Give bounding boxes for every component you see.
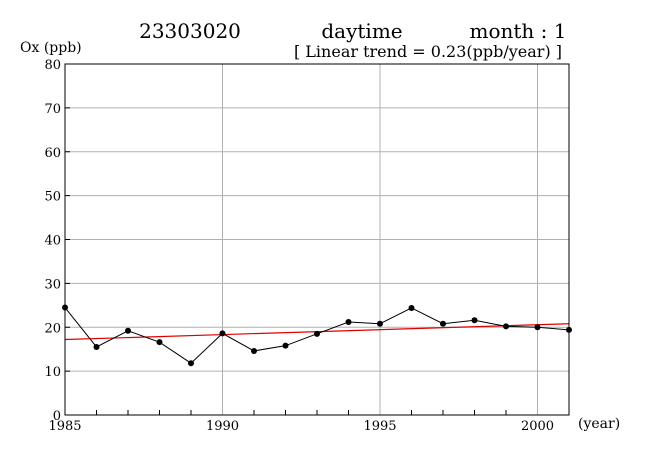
data-point — [251, 347, 257, 354]
data-point — [471, 317, 478, 324]
y-tick-label: 40 — [44, 234, 61, 249]
x-tick-label: 1995 — [363, 419, 396, 434]
data-point — [156, 339, 163, 346]
y-tick-label: 30 — [44, 277, 61, 292]
data-point — [314, 330, 320, 337]
period-label: daytime — [321, 19, 402, 43]
y-tick-label: 50 — [44, 190, 61, 205]
y-tick-label: 60 — [44, 146, 61, 161]
data-point — [534, 324, 541, 331]
y-tick-label: 80 — [44, 58, 61, 73]
y-tick-label: 10 — [44, 365, 61, 380]
y-tick-label: 0 — [53, 409, 61, 424]
x-tick-label: 1985 — [48, 419, 81, 434]
data-point — [93, 343, 100, 350]
grid — [65, 63, 569, 416]
x-axis-label: (year) — [578, 416, 620, 432]
data-point — [503, 323, 509, 330]
station-id: 23303020 — [139, 19, 241, 43]
y-tick-label: 20 — [44, 321, 61, 336]
data-point — [408, 304, 415, 311]
tick-labels: 0 10 20 30 40 50 60 70 80 1985 1990 1995 2000 — [44, 58, 554, 434]
data-point — [219, 330, 226, 337]
data-point — [440, 320, 446, 327]
data-point — [188, 360, 194, 367]
x-tick-label: 2000 — [521, 419, 554, 434]
data-points — [62, 304, 572, 367]
x-tick-label: 1990 — [206, 419, 239, 434]
y-axis-label: Ox (ppb) — [20, 40, 82, 56]
data-point — [125, 327, 131, 334]
trend-note: [ Linear trend = 0.23(ppb/year) ] — [294, 42, 562, 61]
y-tick-label: 70 — [44, 102, 61, 117]
data-point — [377, 320, 383, 327]
data-point — [282, 342, 289, 349]
month-label: month : 1 — [470, 19, 567, 43]
data-point — [345, 318, 352, 325]
plot-frame — [64, 63, 570, 416]
